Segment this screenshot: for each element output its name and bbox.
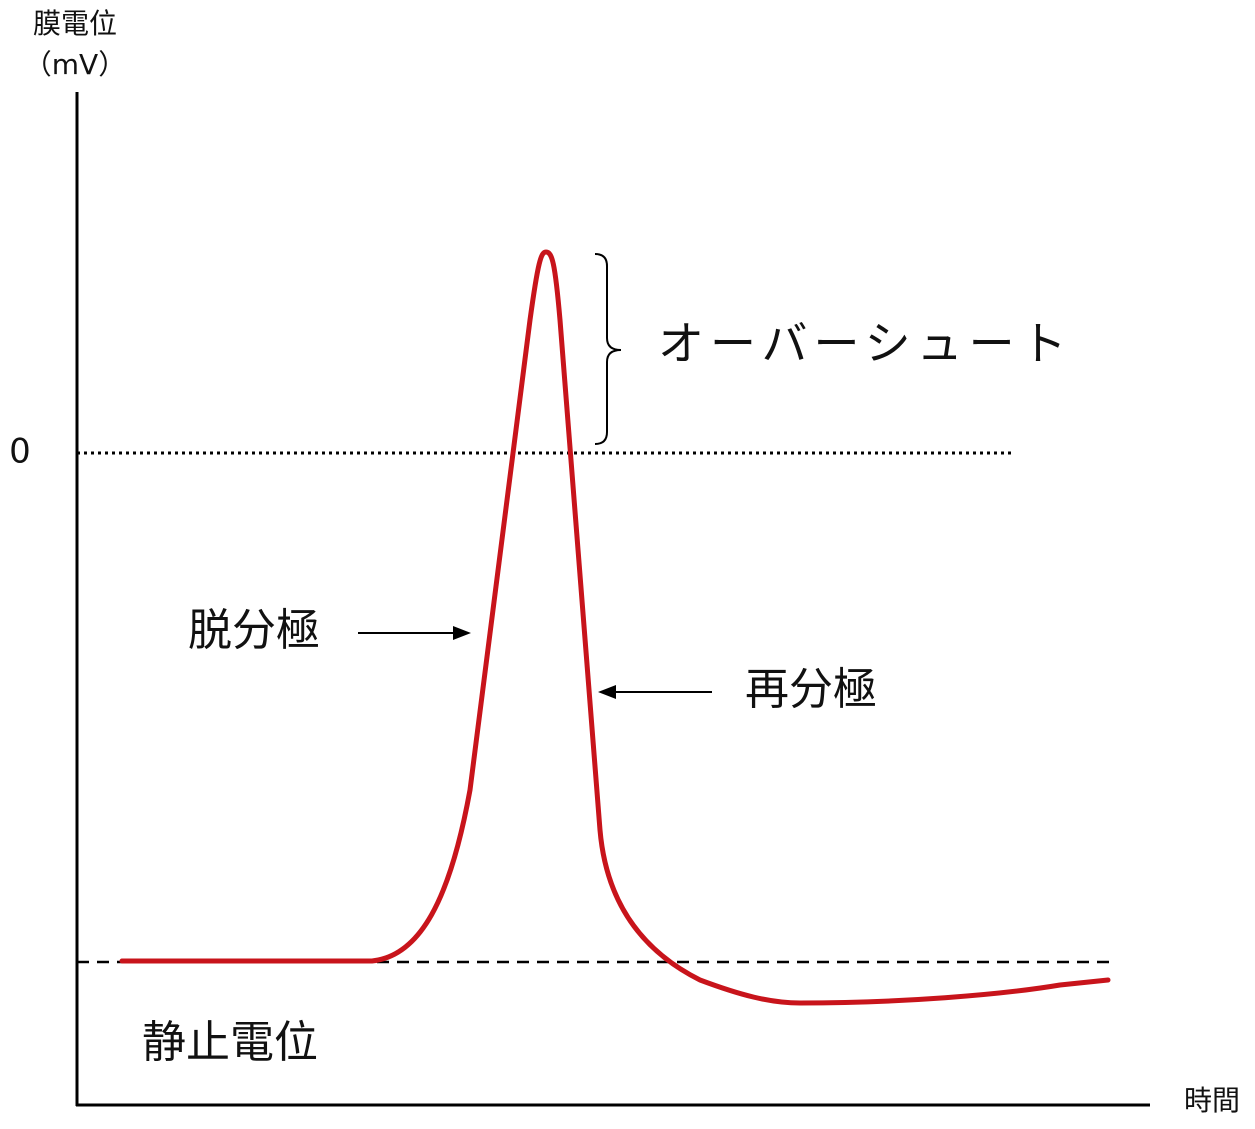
y-axis-unit: （mV） xyxy=(24,48,126,81)
overshoot-brace xyxy=(594,253,622,445)
y-axis-label: 膜電位 xyxy=(33,7,117,40)
arrow-head xyxy=(598,685,616,699)
x-axis-label: 時間 xyxy=(1184,1084,1240,1117)
arrow-head xyxy=(453,626,471,640)
resting-potential-label: 静止電位 xyxy=(142,1017,318,1068)
depolarization-label: 脱分極 xyxy=(188,605,320,656)
repolarization-label: 再分極 xyxy=(745,664,877,715)
zero-tick-label: 0 xyxy=(9,432,31,472)
action-potential-curve xyxy=(119,249,1111,1006)
overshoot-label: オーバーシュート xyxy=(658,317,1073,371)
